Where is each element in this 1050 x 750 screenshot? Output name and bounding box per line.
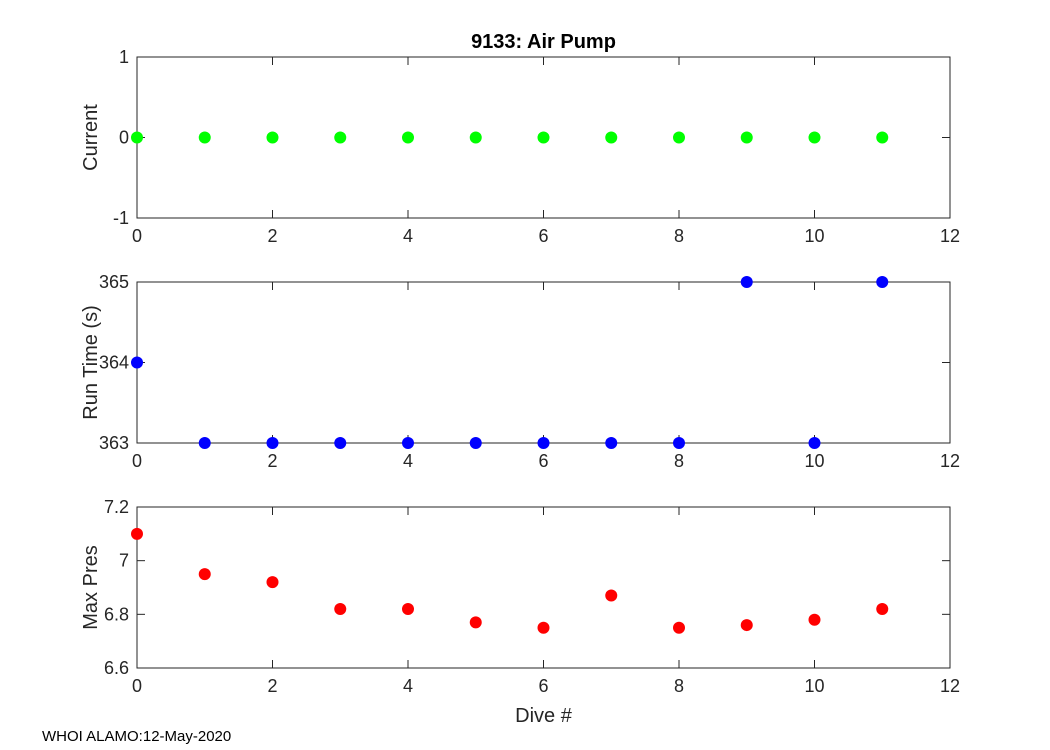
x-tick-label: 12 bbox=[940, 451, 960, 471]
data-point bbox=[537, 437, 550, 449]
y-tick-label: 1 bbox=[119, 47, 129, 67]
data-point bbox=[266, 576, 279, 589]
data-point bbox=[402, 131, 414, 144]
data-point bbox=[605, 437, 618, 449]
y-tick-label: 364 bbox=[99, 353, 129, 373]
y-axis-label: Max Pres bbox=[80, 545, 102, 629]
y-axis-label: Run Time (s) bbox=[80, 305, 102, 419]
data-point bbox=[673, 621, 685, 634]
x-tick-label: 10 bbox=[804, 226, 824, 246]
data-point bbox=[808, 613, 821, 626]
data-point bbox=[740, 131, 753, 144]
x-tick-label: 10 bbox=[804, 451, 824, 471]
x-tick-label: 12 bbox=[940, 676, 960, 696]
data-point bbox=[673, 437, 685, 449]
data-point bbox=[605, 589, 618, 602]
y-tick-label: 0 bbox=[119, 128, 129, 148]
data-point bbox=[876, 276, 889, 288]
chart-title: 9133: Air Pump bbox=[471, 31, 616, 53]
y-tick-label: 363 bbox=[99, 433, 129, 453]
axes-box bbox=[136, 506, 951, 669]
data-point bbox=[402, 437, 414, 449]
x-tick-label: 2 bbox=[267, 451, 277, 471]
x-tick-label: 12 bbox=[940, 226, 960, 246]
chart-panel-2: 0 2 4 6 8 10 12 363 364 365 Run Time (s) bbox=[80, 272, 960, 471]
x-tick-label: 6 bbox=[538, 451, 548, 471]
data-point bbox=[605, 131, 618, 144]
footer-timestamp: WHOI ALAMO:12-May-2020 bbox=[42, 728, 231, 745]
data-point bbox=[808, 437, 821, 449]
x-tick-label: 0 bbox=[132, 226, 142, 246]
data-point bbox=[266, 437, 279, 449]
x-tick-label: 6 bbox=[538, 226, 548, 246]
data-point bbox=[740, 619, 753, 632]
data-point bbox=[198, 131, 211, 144]
y-tick-label: 6.6 bbox=[104, 658, 129, 678]
data-point bbox=[808, 131, 821, 144]
data-point bbox=[334, 131, 347, 144]
data-point bbox=[876, 131, 889, 144]
data-point bbox=[469, 616, 482, 629]
x-tick-label: 4 bbox=[403, 676, 413, 696]
y-tick-label: 365 bbox=[99, 272, 129, 292]
x-tick-label: 8 bbox=[674, 676, 684, 696]
x-tick-label: 2 bbox=[267, 676, 277, 696]
x-tick-label: 6 bbox=[538, 676, 548, 696]
y-tick-label: 7 bbox=[119, 551, 129, 571]
data-point bbox=[198, 437, 211, 449]
x-axis-label: Dive # bbox=[515, 705, 573, 727]
data-point bbox=[131, 131, 143, 144]
data-point bbox=[740, 276, 753, 288]
data-point bbox=[537, 131, 550, 144]
x-tick-label: 10 bbox=[804, 676, 824, 696]
data-point bbox=[876, 602, 889, 615]
y-axis-label: Current bbox=[80, 104, 102, 171]
x-tick-label: 4 bbox=[403, 226, 413, 246]
data-point bbox=[673, 131, 685, 144]
data-point bbox=[131, 356, 143, 369]
data-point bbox=[469, 437, 482, 449]
data-point bbox=[402, 602, 414, 615]
x-tick-label: 2 bbox=[267, 226, 277, 246]
y-tick-label: -1 bbox=[113, 208, 129, 228]
x-tick-label: 8 bbox=[674, 451, 684, 471]
data-point bbox=[131, 527, 143, 540]
chart-panel-3: 0 2 4 6 8 10 12 6.6 6.8 7 7.2 Max Pres Dive # bbox=[80, 497, 960, 727]
data-point bbox=[469, 131, 482, 144]
x-tick-label: 8 bbox=[674, 226, 684, 246]
data-point bbox=[334, 602, 347, 615]
y-tick-label: 6.8 bbox=[104, 604, 129, 624]
data-point bbox=[266, 131, 279, 144]
axes-box bbox=[136, 281, 951, 444]
x-tick-label: 0 bbox=[132, 451, 142, 471]
data-point bbox=[334, 437, 347, 449]
x-tick-label: 4 bbox=[403, 451, 413, 471]
data-point bbox=[198, 568, 211, 581]
y-tick-label: 7.2 bbox=[104, 497, 129, 517]
x-tick-label: 0 bbox=[132, 676, 142, 696]
data-point bbox=[537, 621, 550, 634]
